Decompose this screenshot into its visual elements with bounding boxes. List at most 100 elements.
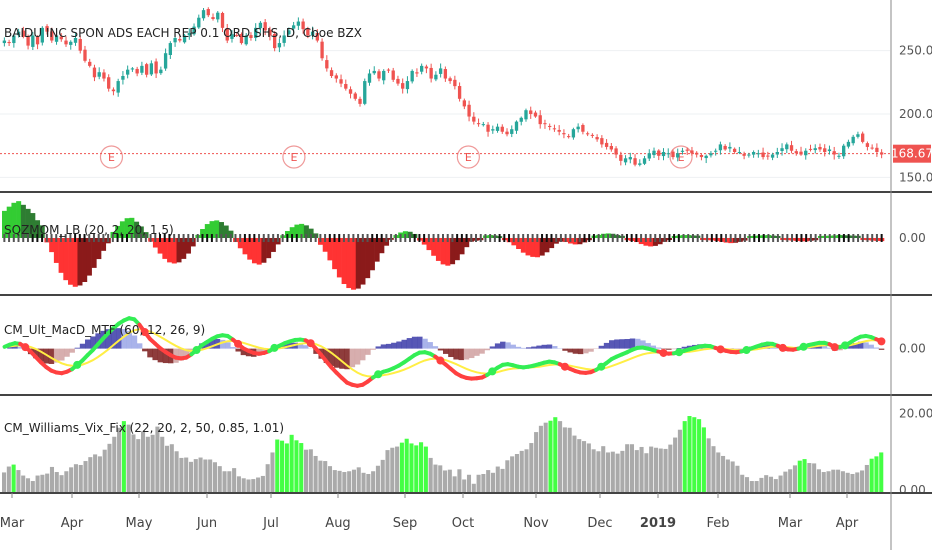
- williams-vix-fix-bar: [836, 470, 840, 492]
- williams-vix-fix-bar: [472, 484, 476, 492]
- williams-vix-fix-bar: [529, 443, 533, 492]
- price-tick-label: 200.00: [899, 107, 932, 121]
- williams-vix-fix-bar: [60, 475, 64, 492]
- squeeze-dot: [767, 234, 769, 242]
- squeeze-dot: [744, 234, 746, 242]
- macd-histogram-bar: [609, 340, 614, 348]
- squeeze-dot: [447, 234, 449, 242]
- candle-body: [676, 153, 679, 157]
- williams-vix-fix-bar: [165, 446, 169, 492]
- squeeze-dot: [508, 234, 510, 242]
- candle-body: [102, 72, 105, 78]
- williams-vix-fix-bar: [759, 478, 763, 492]
- macd-tick-label: 0.00: [899, 342, 926, 356]
- squeeze-dot: [258, 234, 260, 242]
- williams-vix-fix-bar: [175, 451, 179, 492]
- squeeze-dot: [433, 234, 435, 242]
- williams-vix-fix-bar: [50, 467, 54, 492]
- williams-vix-fix-bar: [616, 454, 620, 492]
- squeeze-dot: [244, 234, 246, 242]
- squeeze-dot: [225, 234, 227, 242]
- candle-body: [211, 17, 214, 19]
- candle-body: [870, 148, 873, 149]
- williams-vix-fix-bar: [433, 465, 437, 492]
- williams-vix-fix-bar: [692, 417, 696, 492]
- candle-body: [700, 155, 703, 157]
- williams-vix-fix-bar: [716, 452, 720, 492]
- last-price-label: 168.67: [891, 147, 932, 161]
- time-label: Jun: [196, 516, 217, 531]
- williams-vix-fix-bar: [366, 474, 370, 492]
- macd-histogram-bar: [132, 336, 137, 349]
- macd-histogram-bar: [474, 349, 479, 356]
- williams-vix-fix-bar: [285, 443, 289, 492]
- squeeze-dot: [178, 234, 180, 242]
- candle-body: [624, 158, 627, 162]
- candle-body: [742, 154, 745, 156]
- squeeze-dot: [848, 234, 850, 242]
- candle-body: [714, 151, 717, 152]
- squeeze-dot: [338, 234, 340, 242]
- squeeze-bar: [346, 238, 351, 288]
- candle-body: [633, 158, 636, 164]
- candle-body: [638, 163, 641, 164]
- candle-body: [93, 68, 96, 78]
- squeeze-dot: [527, 234, 529, 242]
- squeeze-dot: [352, 234, 354, 242]
- squeeze-dot: [734, 234, 736, 242]
- candle-body: [202, 10, 205, 18]
- squeeze-bar: [351, 238, 356, 290]
- williams-vix-fix-bar: [774, 479, 778, 492]
- candle-body: [150, 63, 153, 74]
- squeeze-dot: [324, 234, 326, 242]
- squeeze-dot: [536, 234, 538, 242]
- williams-vix-fix-bar: [668, 445, 672, 492]
- williams-vix-fix-bar: [199, 458, 203, 492]
- squeeze-bar: [77, 238, 82, 285]
- candle-body: [586, 133, 589, 134]
- time-label: Mar: [778, 516, 803, 531]
- squeeze-bar: [370, 238, 375, 270]
- time-label: Aug: [325, 516, 350, 531]
- williams-vix-fix-bar: [539, 426, 543, 492]
- williams-vix-fix-bar: [179, 458, 183, 492]
- macd-histogram-bar: [464, 349, 469, 360]
- squeeze-dot: [631, 234, 633, 242]
- macd-histogram-bar: [599, 346, 604, 349]
- williams-vix-fix-bar: [395, 447, 399, 492]
- squeeze-dot: [381, 234, 383, 242]
- squeeze-dot: [758, 234, 760, 242]
- williams-vix-fix-bar: [390, 448, 394, 492]
- time-label: Jul: [262, 516, 279, 531]
- earnings-marker-label: E: [108, 151, 115, 164]
- squeeze-dot: [701, 234, 703, 242]
- candle-body: [458, 86, 461, 99]
- squeeze-dot: [678, 234, 680, 242]
- squeeze-dot: [357, 234, 359, 242]
- squeeze-dot: [763, 234, 765, 242]
- macd-histogram-bar: [230, 347, 235, 349]
- candle-body: [463, 100, 466, 106]
- macd-histogram-bar: [401, 340, 406, 349]
- macd-histogram-bar: [526, 347, 531, 348]
- macd-histogram-bar: [614, 339, 619, 348]
- squeeze-dot: [843, 234, 845, 242]
- macd-histogram-bar: [500, 342, 505, 349]
- time-label: Apr: [836, 516, 859, 531]
- williams-vix-fix-bar: [544, 423, 548, 492]
- squeeze-dot: [815, 234, 817, 242]
- williams-vix-fix-bar: [45, 474, 49, 492]
- williams-vix-fix-bar: [592, 449, 596, 492]
- macd-histogram-bar: [547, 345, 552, 349]
- williams-vix-fix-bar: [160, 437, 164, 492]
- macd-histogram-bar: [355, 349, 360, 365]
- squeeze-dot: [588, 234, 590, 242]
- squeeze-tick-label: 0.00: [899, 231, 926, 245]
- macd-histogram-bar: [521, 348, 526, 349]
- williams-vix-fix-bar: [850, 474, 854, 492]
- price-tick-label: 250.00: [899, 44, 932, 58]
- squeeze-dot: [466, 234, 468, 242]
- macd-cross-dot: [597, 363, 605, 371]
